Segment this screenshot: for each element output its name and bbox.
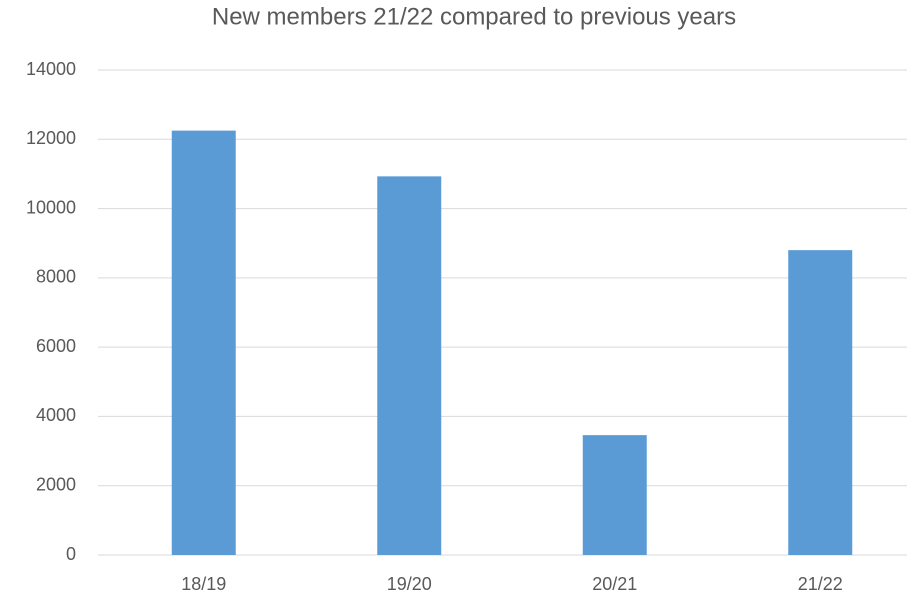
bar bbox=[171, 130, 236, 555]
bar bbox=[582, 435, 647, 555]
y-tick-label: 4000 bbox=[36, 405, 76, 425]
bar bbox=[788, 250, 853, 555]
chart-title: New members 21/22 compared to previous y… bbox=[212, 3, 736, 30]
x-tick-label: 19/20 bbox=[387, 574, 432, 594]
x-tick-label: 18/19 bbox=[181, 574, 226, 594]
y-tick-label: 12000 bbox=[26, 128, 76, 148]
y-tick-label: 8000 bbox=[36, 267, 76, 287]
y-tick-label: 14000 bbox=[26, 59, 76, 79]
y-tick-label: 2000 bbox=[36, 474, 76, 494]
y-tick-label: 6000 bbox=[36, 336, 76, 356]
x-tick-label: 20/21 bbox=[592, 574, 637, 594]
bar bbox=[377, 176, 442, 555]
y-tick-label: 0 bbox=[66, 544, 76, 564]
y-tick-label: 10000 bbox=[26, 197, 76, 217]
x-tick-label: 21/22 bbox=[798, 574, 843, 594]
